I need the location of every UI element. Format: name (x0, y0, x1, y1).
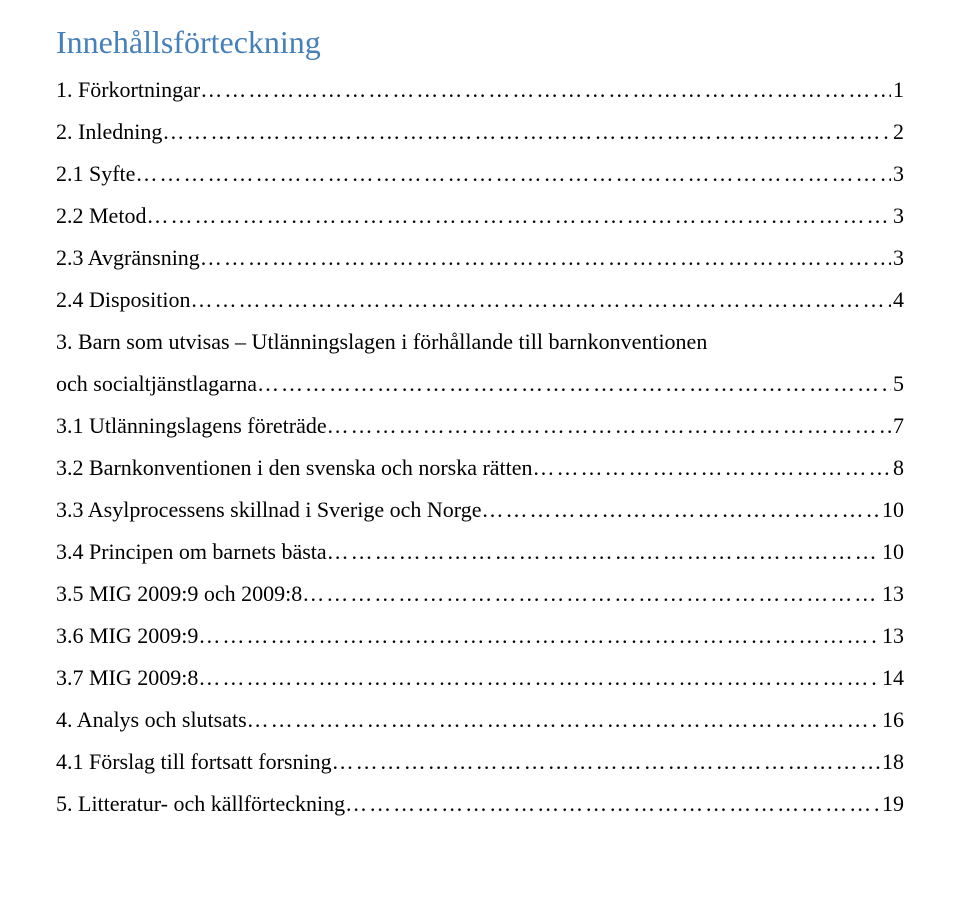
toc-entry: 2.3 Avgränsning 3 (56, 245, 904, 271)
toc-label: 3.5 MIG 2009:9 och 2009:8 (56, 581, 302, 607)
toc-page-number: 13 (880, 581, 904, 607)
toc-label: 3. Barn som utvisas – Utlänningslagen i … (56, 329, 707, 355)
toc-label: 2.1 Syfte (56, 161, 135, 187)
toc-title: Innehållsförteckning (56, 24, 904, 61)
toc-page-number: 8 (891, 455, 904, 481)
toc-label: och socialtjänstlagarna (56, 371, 257, 397)
toc-page-number: 19 (880, 791, 904, 817)
toc-leader (200, 77, 891, 103)
toc-page-number: 2 (891, 119, 904, 145)
toc-leader (481, 497, 880, 523)
toc-label: 3.4 Principen om barnets bästa (56, 539, 327, 565)
toc-label: 3.3 Asylprocessens skillnad i Sverige oc… (56, 497, 481, 523)
toc-entry: 4.1 Förslag till fortsatt forsning 18 (56, 749, 904, 775)
toc-page-number: 4 (891, 287, 904, 313)
toc-leader (247, 707, 880, 733)
toc-leader (332, 749, 880, 775)
toc-label: 3.1 Utlänningslagens företräde (56, 413, 327, 439)
toc-leader (146, 203, 891, 229)
toc-entry: 2.4 Disposition 4 (56, 287, 904, 313)
toc-entry: 3.5 MIG 2009:9 och 2009:8 13 (56, 581, 904, 607)
toc-page-number: 1 (891, 77, 904, 103)
toc-entry: 2.1 Syfte 3 (56, 161, 904, 187)
toc-entry: 3.1 Utlänningslagens företräde 7 (56, 413, 904, 439)
toc-label: 2.3 Avgränsning (56, 245, 200, 271)
toc-page-number: 5 (891, 371, 904, 397)
toc-label: 2.4 Disposition (56, 287, 190, 313)
toc-page-number: 13 (880, 623, 904, 649)
toc-entry: 3.4 Principen om barnets bästa 10 (56, 539, 904, 565)
toc-leader (135, 161, 891, 187)
toc-page-number: 10 (880, 497, 904, 523)
toc-entry: 4. Analys och slutsats 16 (56, 707, 904, 733)
toc-leader (198, 665, 880, 691)
toc-label: 3.7 MIG 2009:8 (56, 665, 198, 691)
toc-page-number: 14 (880, 665, 904, 691)
toc-entry: och socialtjänstlagarna 5 (56, 371, 904, 397)
toc-label: 2. Inledning (56, 119, 162, 145)
toc-label: 4.1 Förslag till fortsatt forsning (56, 749, 332, 775)
toc-leader (190, 287, 891, 313)
toc-leader (533, 455, 891, 481)
toc-leader (345, 791, 880, 817)
toc-leader (327, 539, 880, 565)
toc-label: 3.2 Barnkonventionen i den svenska och n… (56, 455, 533, 481)
toc-label: 4. Analys och slutsats (56, 707, 247, 733)
toc-page-number: 18 (880, 749, 904, 775)
toc-leader (198, 623, 880, 649)
toc-leader (200, 245, 891, 271)
toc-entry: 3.3 Asylprocessens skillnad i Sverige oc… (56, 497, 904, 523)
toc-leader (302, 581, 880, 607)
toc-entry: 3. Barn som utvisas – Utlänningslagen i … (56, 329, 904, 355)
toc-label: 3.6 MIG 2009:9 (56, 623, 198, 649)
toc-page-number: 16 (880, 707, 904, 733)
toc-page-number: 10 (880, 539, 904, 565)
toc-leader (257, 371, 891, 397)
toc-page-number: 3 (891, 161, 904, 187)
toc-page-number: 3 (891, 245, 904, 271)
toc-entry: 1. Förkortningar 1 (56, 77, 904, 103)
toc-page: Innehållsförteckning 1. Förkortningar 1 … (0, 0, 960, 841)
toc-entry: 2. Inledning 2 (56, 119, 904, 145)
toc-entry: 2.2 Metod 3 (56, 203, 904, 229)
toc-entry: 3.2 Barnkonventionen i den svenska och n… (56, 455, 904, 481)
toc-page-number: 3 (891, 203, 904, 229)
toc-label: 5. Litteratur- och källförteckning (56, 791, 345, 817)
toc-leader (327, 413, 891, 439)
toc-leader (162, 119, 891, 145)
toc-entry: 3.7 MIG 2009:8 14 (56, 665, 904, 691)
toc-page-number: 7 (891, 413, 904, 439)
toc-entry: 5. Litteratur- och källförteckning 19 (56, 791, 904, 817)
toc-entry: 3.6 MIG 2009:9 13 (56, 623, 904, 649)
toc-label: 2.2 Metod (56, 203, 146, 229)
toc-label: 1. Förkortningar (56, 77, 200, 103)
